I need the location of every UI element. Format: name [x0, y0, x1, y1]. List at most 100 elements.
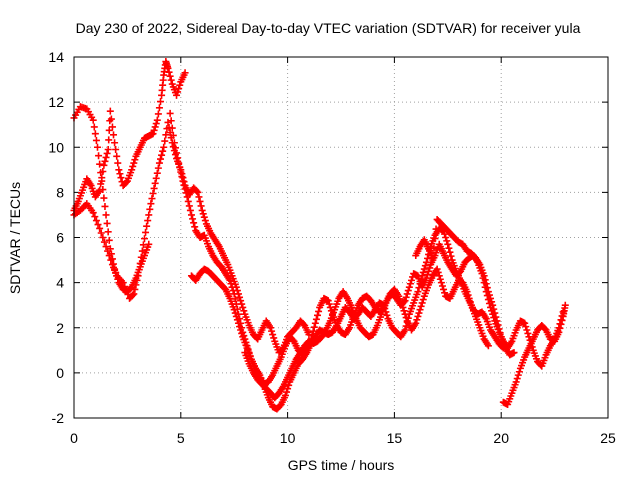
data-point	[149, 130, 157, 138]
data-point	[100, 238, 108, 246]
data-point	[96, 160, 104, 168]
chart-title: Day 230 of 2022, Sidereal Day-to-day VTE…	[76, 20, 581, 36]
data-point	[308, 331, 316, 339]
data-point	[558, 316, 566, 324]
data-point	[105, 126, 113, 134]
data-point	[171, 144, 179, 152]
data-point	[176, 81, 184, 89]
data-point	[229, 287, 237, 295]
y-tick-label: 2	[56, 320, 64, 336]
data-point	[181, 69, 189, 77]
series-trace-2	[70, 58, 189, 214]
data-point	[269, 331, 277, 339]
data-point	[309, 327, 317, 335]
data-point	[485, 291, 493, 299]
data-point	[426, 264, 434, 272]
data-point	[463, 288, 471, 296]
series-trace-3	[70, 118, 313, 357]
data-point	[158, 151, 166, 159]
y-tick-label: 6	[56, 230, 64, 246]
data-point	[444, 240, 452, 248]
data-point	[162, 131, 170, 139]
data-point	[403, 290, 411, 298]
data-point	[170, 139, 178, 147]
data-point	[487, 294, 495, 302]
data-point	[406, 280, 414, 288]
data-point	[180, 181, 188, 189]
tick-labels: 0 5 10 15 20 25 -2 0 2 4 6 8 10 12 14	[48, 49, 616, 446]
data-point	[105, 136, 113, 144]
data-point	[160, 143, 168, 151]
data-point	[104, 247, 112, 255]
data-point	[97, 180, 105, 188]
data-point	[484, 342, 492, 350]
data-point	[190, 219, 198, 227]
data-point	[200, 213, 208, 221]
data-point	[267, 324, 275, 332]
data-point	[178, 173, 186, 181]
data-point	[432, 225, 440, 233]
data-point	[236, 293, 244, 301]
data-point	[238, 329, 246, 337]
data-point	[154, 110, 162, 118]
data-point	[283, 388, 291, 396]
x-tick-label: 5	[177, 430, 185, 446]
y-tick-label: 12	[48, 94, 64, 110]
data-point	[433, 265, 441, 273]
data-point	[150, 126, 158, 134]
data-point	[492, 313, 500, 321]
data-point	[111, 139, 119, 147]
data-point	[153, 116, 161, 124]
data-point	[429, 254, 437, 262]
data-point	[186, 206, 194, 214]
data-point	[239, 303, 247, 311]
data-point	[128, 166, 136, 174]
data-point	[431, 235, 439, 243]
data-point	[418, 299, 426, 307]
data-point	[435, 272, 443, 280]
data-point	[90, 123, 98, 131]
data-point	[173, 91, 181, 99]
data-point	[402, 293, 410, 301]
data-point	[523, 326, 531, 334]
data-marks	[70, 58, 569, 413]
data-point	[139, 241, 147, 249]
data-point	[232, 312, 240, 320]
data-point	[144, 217, 152, 225]
grid	[74, 57, 608, 418]
x-tick-label: 20	[493, 430, 509, 446]
y-tick-label: -2	[52, 410, 65, 426]
data-point	[99, 234, 107, 241]
data-point	[129, 162, 137, 170]
data-point	[135, 266, 143, 274]
data-point	[138, 247, 146, 255]
data-point	[151, 179, 159, 187]
data-point	[515, 368, 523, 376]
data-point	[325, 300, 333, 308]
data-point	[490, 305, 498, 313]
data-point	[130, 290, 138, 298]
data-point	[167, 76, 175, 84]
data-point	[93, 143, 101, 151]
data-point	[556, 324, 564, 332]
data-point	[400, 307, 408, 315]
data-point	[152, 174, 160, 182]
data-point	[480, 272, 488, 280]
data-point	[105, 236, 113, 244]
data-point	[197, 202, 205, 210]
data-point	[416, 306, 424, 314]
data-point	[116, 170, 124, 178]
data-point	[240, 307, 248, 315]
data-point	[95, 152, 103, 160]
data-point	[96, 224, 104, 232]
data-point	[104, 146, 112, 154]
data-point	[194, 188, 202, 196]
data-point	[465, 294, 473, 302]
data-point	[231, 309, 239, 317]
data-point	[154, 164, 162, 172]
data-point	[89, 116, 97, 124]
data-point	[496, 329, 504, 337]
data-point	[182, 189, 190, 197]
data-point	[483, 284, 491, 292]
data-point	[512, 378, 520, 386]
